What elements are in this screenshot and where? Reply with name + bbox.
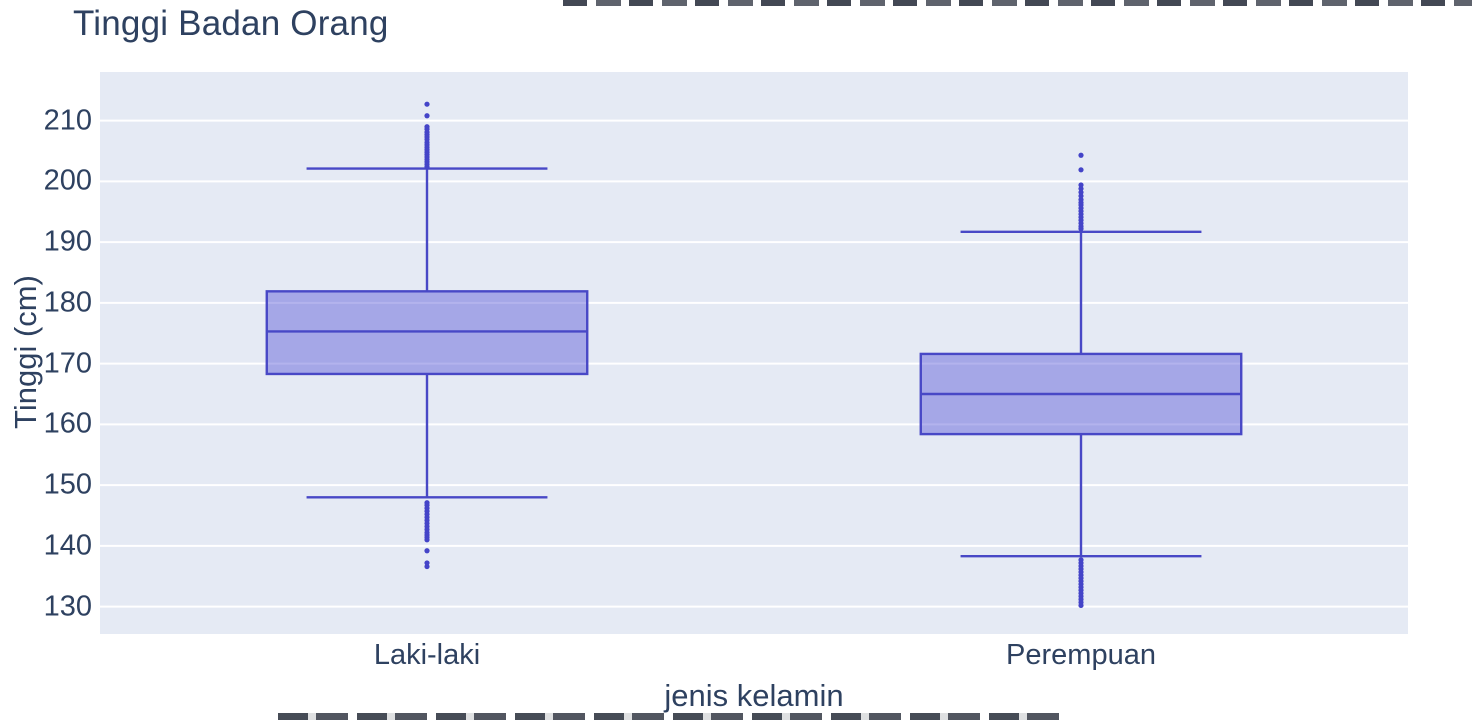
outlier-point: [424, 164, 430, 170]
cropped-text-remnant-bottom: [278, 713, 1062, 720]
x-axis-title: jenis kelamin: [664, 678, 844, 713]
outlier-point: [1078, 602, 1084, 609]
x-tick-label-perempuan: Perempuan: [1006, 639, 1156, 671]
outlier-point: [424, 537, 430, 543]
outlier-point: [1078, 182, 1084, 188]
cropped-text-remnant-top: [563, 0, 1472, 6]
y-tick-label: 200: [43, 164, 92, 197]
outlier-point: [424, 563, 430, 570]
outlier-point: [424, 560, 430, 566]
outlier-point: [1078, 167, 1084, 173]
y-tick-label: 130: [43, 590, 92, 623]
outlier-point: [1078, 152, 1084, 158]
y-tick-label: 160: [43, 407, 92, 440]
outlier-point: [1078, 189, 1084, 195]
y-tick-label: 150: [43, 468, 92, 501]
boxplot-svg: [100, 101, 1408, 609]
y-tick-label: 140: [43, 529, 92, 562]
iqr-box: [265, 290, 589, 376]
chart-title: Tinggi Badan Orang: [73, 4, 389, 43]
plot-area: [100, 72, 1408, 634]
x-tick-label-laki-laki: Laki-laki: [373, 639, 481, 671]
outlier-point: [1078, 193, 1084, 199]
outlier-point: [424, 548, 430, 554]
y-tick-label: 190: [43, 225, 92, 258]
outlier-point: [1078, 186, 1084, 192]
outlier-point: [1078, 226, 1084, 232]
outlier-point: [424, 101, 430, 107]
y-tick-label: 180: [43, 286, 92, 319]
box-group-perempuan: [919, 152, 1243, 609]
outlier-point: [424, 113, 430, 119]
y-tick-label: 170: [43, 347, 92, 380]
y-tick-label: 210: [43, 104, 92, 137]
box-group-laki-laki: [265, 101, 589, 570]
